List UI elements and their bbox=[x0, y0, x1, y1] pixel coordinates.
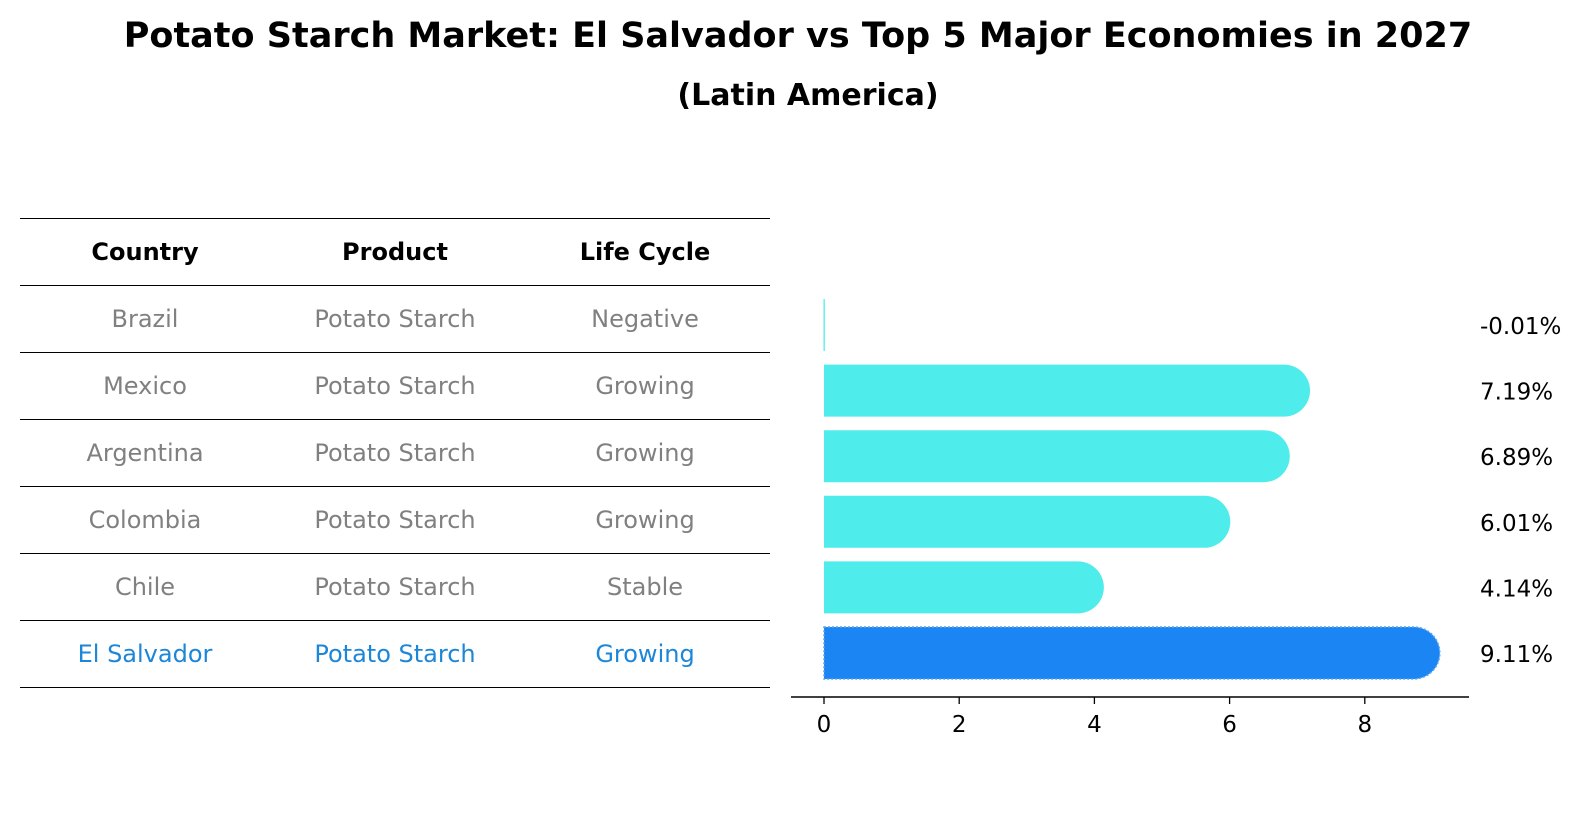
table-row: Argentina Potato Starch Growing bbox=[20, 419, 770, 486]
header-country: Country bbox=[91, 238, 199, 266]
product-cell: Potato Starch bbox=[314, 640, 476, 668]
chart-title: Potato Starch Market: El Salvador vs Top… bbox=[123, 16, 1473, 56]
life-cycle-cell: Growing bbox=[595, 439, 695, 467]
value-label: 9.11% bbox=[1480, 642, 1553, 668]
bar bbox=[824, 430, 1290, 483]
life-cycle-cell: Growing bbox=[595, 640, 695, 668]
bar bbox=[824, 561, 1104, 614]
product-cell: Potato Starch bbox=[314, 372, 476, 400]
life-cycle-cell: Growing bbox=[595, 372, 695, 400]
life-cycle-cell: Stable bbox=[606, 573, 684, 601]
x-tick-label: 4 bbox=[1087, 712, 1102, 738]
product-cell: Potato Starch bbox=[314, 305, 476, 333]
bar bbox=[823, 299, 825, 351]
bar bbox=[824, 364, 1311, 417]
header-life-cycle: Life Cycle bbox=[579, 238, 711, 266]
table-row: Brazil Potato Starch Negative bbox=[20, 285, 770, 352]
product-cell: Potato Starch bbox=[314, 573, 476, 601]
value-label: 7.19% bbox=[1480, 380, 1553, 406]
country-cell: Brazil bbox=[111, 305, 179, 333]
chart-subtitle: (Latin America) bbox=[677, 78, 939, 113]
value-label: 6.89% bbox=[1480, 445, 1553, 471]
table-row: Mexico Potato Starch Growing bbox=[20, 352, 770, 419]
x-tick-label: 2 bbox=[952, 712, 967, 738]
table-row: Chile Potato Starch Stable bbox=[20, 553, 770, 620]
table-row: Colombia Potato Starch Growing bbox=[20, 486, 770, 553]
bar-highlight bbox=[823, 626, 1441, 680]
x-tick-label: 8 bbox=[1357, 712, 1372, 738]
bar bbox=[824, 495, 1231, 548]
x-tick-label: 0 bbox=[817, 712, 832, 738]
table-row-highlight: El Salvador Potato Starch Growing bbox=[20, 620, 770, 688]
header-product: Product bbox=[342, 238, 448, 266]
value-label: 6.01% bbox=[1480, 511, 1553, 537]
product-cell: Potato Starch bbox=[314, 439, 476, 467]
table-header-row: Country Product Life Cycle bbox=[20, 218, 770, 285]
country-cell: Mexico bbox=[103, 372, 187, 400]
product-cell: Potato Starch bbox=[314, 506, 476, 534]
value-label: 4.14% bbox=[1480, 576, 1553, 602]
life-cycle-cell: Growing bbox=[595, 506, 695, 534]
country-cell: Colombia bbox=[88, 506, 202, 534]
country-cell: Argentina bbox=[86, 439, 204, 467]
life-cycle-cell: Negative bbox=[591, 305, 699, 333]
value-label: -0.01% bbox=[1480, 314, 1561, 340]
country-cell: El Salvador bbox=[77, 640, 213, 668]
x-tick-label: 6 bbox=[1222, 712, 1237, 738]
country-table: Country Product Life Cycle Brazil Potato… bbox=[20, 218, 770, 688]
country-cell: Chile bbox=[114, 573, 176, 601]
